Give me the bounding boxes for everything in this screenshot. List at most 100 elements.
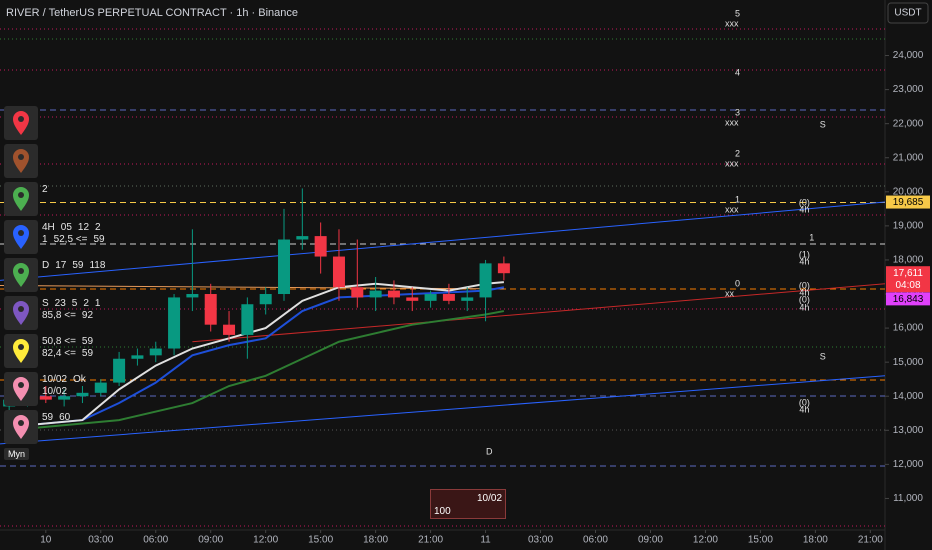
- pin-hole: [18, 116, 24, 122]
- x-tick-label: 15:00: [308, 535, 333, 546]
- pin-box: [4, 106, 38, 140]
- candle-body: [241, 304, 254, 335]
- badge-count: 100: [434, 506, 451, 517]
- sidebar-token: 2: [42, 184, 48, 195]
- pin-box: [4, 258, 38, 292]
- badge: 10/02 100: [430, 489, 506, 519]
- sidebar-token: 60: [59, 412, 71, 423]
- price-label-box: [886, 195, 930, 209]
- pin-hole: [18, 382, 24, 388]
- sidebar-tokens: S 23 5 2 1 85,8 <= 92: [42, 296, 108, 321]
- pin-icon: [13, 111, 29, 135]
- candle-body: [479, 263, 492, 298]
- levels: [0, 28, 885, 527]
- sidebar-token: 4H: [42, 222, 55, 233]
- sidebar-row: 2: [4, 182, 110, 216]
- sidebar-tokens: [42, 144, 108, 146]
- level-marker-text: xxx: [725, 204, 739, 214]
- pin-icon: [13, 377, 29, 401]
- chart-marker: (0): [799, 197, 810, 207]
- candle-body: [168, 297, 181, 349]
- level-marker-number: 5: [735, 8, 740, 18]
- x-tick-label: 06:00: [143, 535, 168, 546]
- candle-body: [332, 256, 345, 288]
- sidebar-token: 10/02: [42, 386, 68, 397]
- y-tick-label: 12,000: [893, 459, 924, 470]
- pin-shape: [13, 263, 29, 287]
- pin-hole: [18, 154, 24, 160]
- currency-button[interactable]: [887, 2, 929, 24]
- chart-marker: (0): [799, 294, 810, 304]
- indicator-line: [0, 375, 886, 445]
- price-label-box: [886, 266, 930, 293]
- y-tick-label: 21,000: [893, 152, 924, 163]
- x-tick-label: 06:00: [583, 535, 608, 546]
- currency-label[interactable]: USDT: [894, 8, 921, 19]
- pin-box: [4, 144, 38, 178]
- candle-body: [387, 290, 400, 298]
- chart-marker: 4h: [799, 287, 809, 297]
- sidebar-token: 05: [60, 222, 72, 233]
- level-marker-text: xx: [725, 288, 735, 298]
- candle-body: [94, 382, 107, 393]
- pin-icon: [13, 149, 29, 173]
- sidebar: 2 4H 05 12 2 1 52,5 <= 59 D 17 59 118 S 23 5 2 1 85,8 <= 9…: [4, 106, 110, 460]
- sidebar-token: D: [42, 260, 50, 271]
- chart-marker: D: [486, 446, 493, 456]
- chart-marker: (0): [799, 397, 810, 407]
- chart-marker: (1): [799, 249, 810, 259]
- candle-body: [442, 294, 455, 301]
- sidebar-row: D 17 59 118: [4, 258, 110, 292]
- chart-marker: 1: [809, 233, 814, 243]
- sidebar-token: 59: [42, 412, 54, 423]
- level-marker-number: 2: [735, 148, 740, 158]
- candle-body: [223, 324, 236, 335]
- candle-body: [351, 287, 364, 298]
- x-tick-label: 18:00: [803, 535, 828, 546]
- sidebar-token: 5: [71, 298, 78, 309]
- x-tick-label: 11: [480, 535, 491, 546]
- indicator-line: [0, 201, 886, 281]
- pin-icon: [13, 301, 29, 325]
- sidebar-token: 59: [81, 348, 94, 359]
- sidebar-token: 1: [94, 298, 101, 309]
- sidebar-tokens: D 17 59 118: [42, 258, 108, 271]
- price-label: 17,611: [893, 268, 923, 279]
- sidebar-token: 85,8 <=: [42, 310, 76, 321]
- chart-marker: (0): [799, 280, 810, 290]
- candle-body: [296, 236, 309, 240]
- indicator-line: [9, 310, 505, 432]
- y-tick-label: 23,000: [893, 84, 924, 95]
- sidebar-token: 12: [77, 222, 90, 233]
- pin-shape: [13, 415, 29, 439]
- candle-body: [58, 396, 71, 400]
- sidebar-row: S 23 5 2 1 85,8 <= 92: [4, 296, 110, 330]
- axes: 11,00012,00013,00014,00015,00016,00017,0…: [40, 50, 930, 546]
- annotations: 5xxx43xxx2xxx1xxx0xx(0)4h1(1)4h(0)4h(0)4…: [486, 8, 826, 456]
- indicator-line: [192, 283, 886, 343]
- candle-body: [39, 396, 52, 400]
- sidebar-token: S: [42, 298, 49, 309]
- candle-body: [461, 297, 474, 301]
- pin-box: [4, 220, 38, 254]
- chart-marker: 4h: [799, 256, 809, 266]
- pin-box: [4, 410, 38, 444]
- pin-shape: [13, 149, 29, 173]
- pin-hole: [18, 268, 24, 274]
- chart-marker: S: [820, 351, 826, 361]
- chart-marker: 4h: [799, 404, 809, 414]
- pin-icon: [13, 339, 29, 363]
- pin-shape: [13, 301, 29, 325]
- y-tick-label: 15,000: [893, 357, 924, 368]
- sidebar-token: 2: [83, 298, 89, 309]
- sidebar-tokens: 50,8 <= 59 82,4 <= 59: [42, 334, 108, 359]
- pin-box: [4, 372, 38, 406]
- level-marker-text: xxx: [725, 117, 739, 127]
- candle-body: [424, 294, 437, 301]
- sidebar-token: 52,5 <=: [53, 234, 88, 245]
- sidebar-row: 4H 05 12 2 1 52,5 <= 59: [4, 220, 110, 254]
- pin-icon: [13, 415, 29, 439]
- indicator-line: [9, 281, 504, 428]
